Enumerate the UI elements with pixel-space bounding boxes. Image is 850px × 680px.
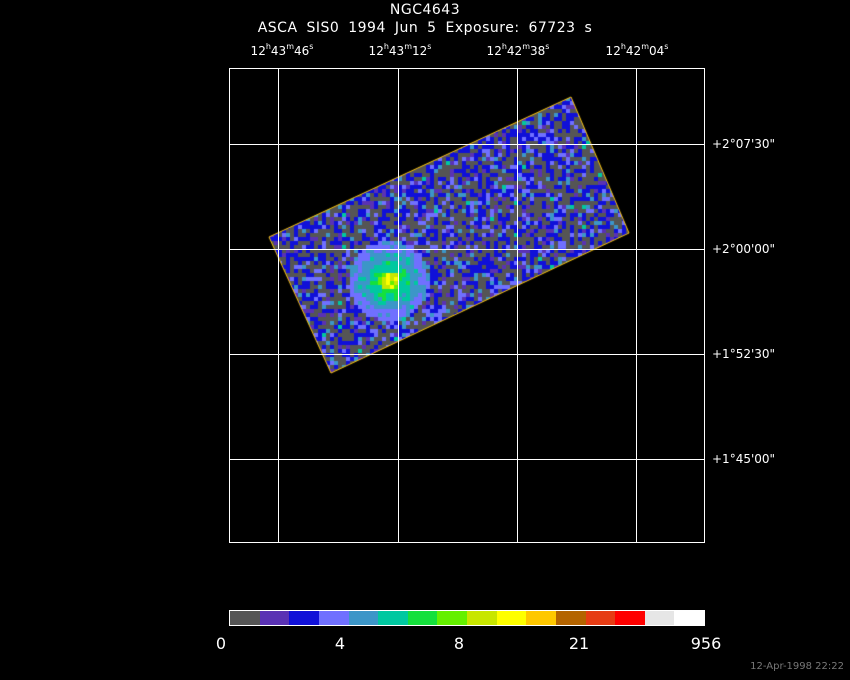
colorbar-swatch	[230, 611, 260, 625]
timestamp: 12-Apr-1998 22:22	[750, 661, 844, 672]
colorbar-swatch	[289, 611, 319, 625]
colorbar-swatch	[585, 611, 616, 625]
grid-line	[230, 354, 704, 355]
colorbar-swatch	[555, 611, 586, 625]
colorbar-swatch	[496, 611, 527, 625]
colorbar-swatch	[674, 611, 704, 625]
colorbar-swatch	[526, 611, 556, 625]
colorbar-swatch	[378, 611, 408, 625]
grid-line	[230, 459, 704, 460]
grid-line	[230, 249, 704, 250]
grid-line	[517, 69, 518, 542]
image-subtitle: ASCA SIS0 1994 Jun 5 Exposure: 67723 s	[257, 20, 593, 36]
colorbar-swatch	[318, 611, 349, 625]
image-title: NGC4643	[389, 2, 461, 18]
colorbar-swatch	[437, 611, 467, 625]
ra-tick-label: 12h42m38s	[486, 42, 550, 58]
xray-image	[230, 69, 704, 542]
colorbar-swatch	[644, 611, 675, 625]
colorbar-label: 956	[690, 634, 722, 653]
grid-line	[636, 69, 637, 542]
ra-tick-label: 12h43m12s	[368, 42, 432, 58]
colorbar-label: 4	[334, 634, 346, 653]
colorbar-swatch	[407, 611, 438, 625]
grid-line	[230, 144, 704, 145]
grid-line	[398, 69, 399, 542]
dec-tick-label: +2°00'00"	[712, 242, 776, 256]
ra-tick-label: 12h42m04s	[605, 42, 669, 58]
colorbar	[229, 610, 705, 626]
ra-tick-label: 12h43m46s	[250, 42, 314, 58]
colorbar-label: 21	[568, 634, 590, 653]
image-frame	[229, 68, 705, 543]
colorbar-label: 8	[453, 634, 465, 653]
colorbar-swatch	[259, 611, 290, 625]
dec-tick-label: +2°07'30"	[712, 137, 776, 151]
colorbar-swatch	[348, 611, 379, 625]
colorbar-swatch	[467, 611, 497, 625]
dec-tick-label: +1°52'30"	[712, 347, 776, 361]
colorbar-label: 0	[215, 634, 227, 653]
grid-line	[278, 69, 279, 542]
dec-tick-label: +1°45'00"	[712, 452, 776, 466]
colorbar-swatch	[615, 611, 645, 625]
